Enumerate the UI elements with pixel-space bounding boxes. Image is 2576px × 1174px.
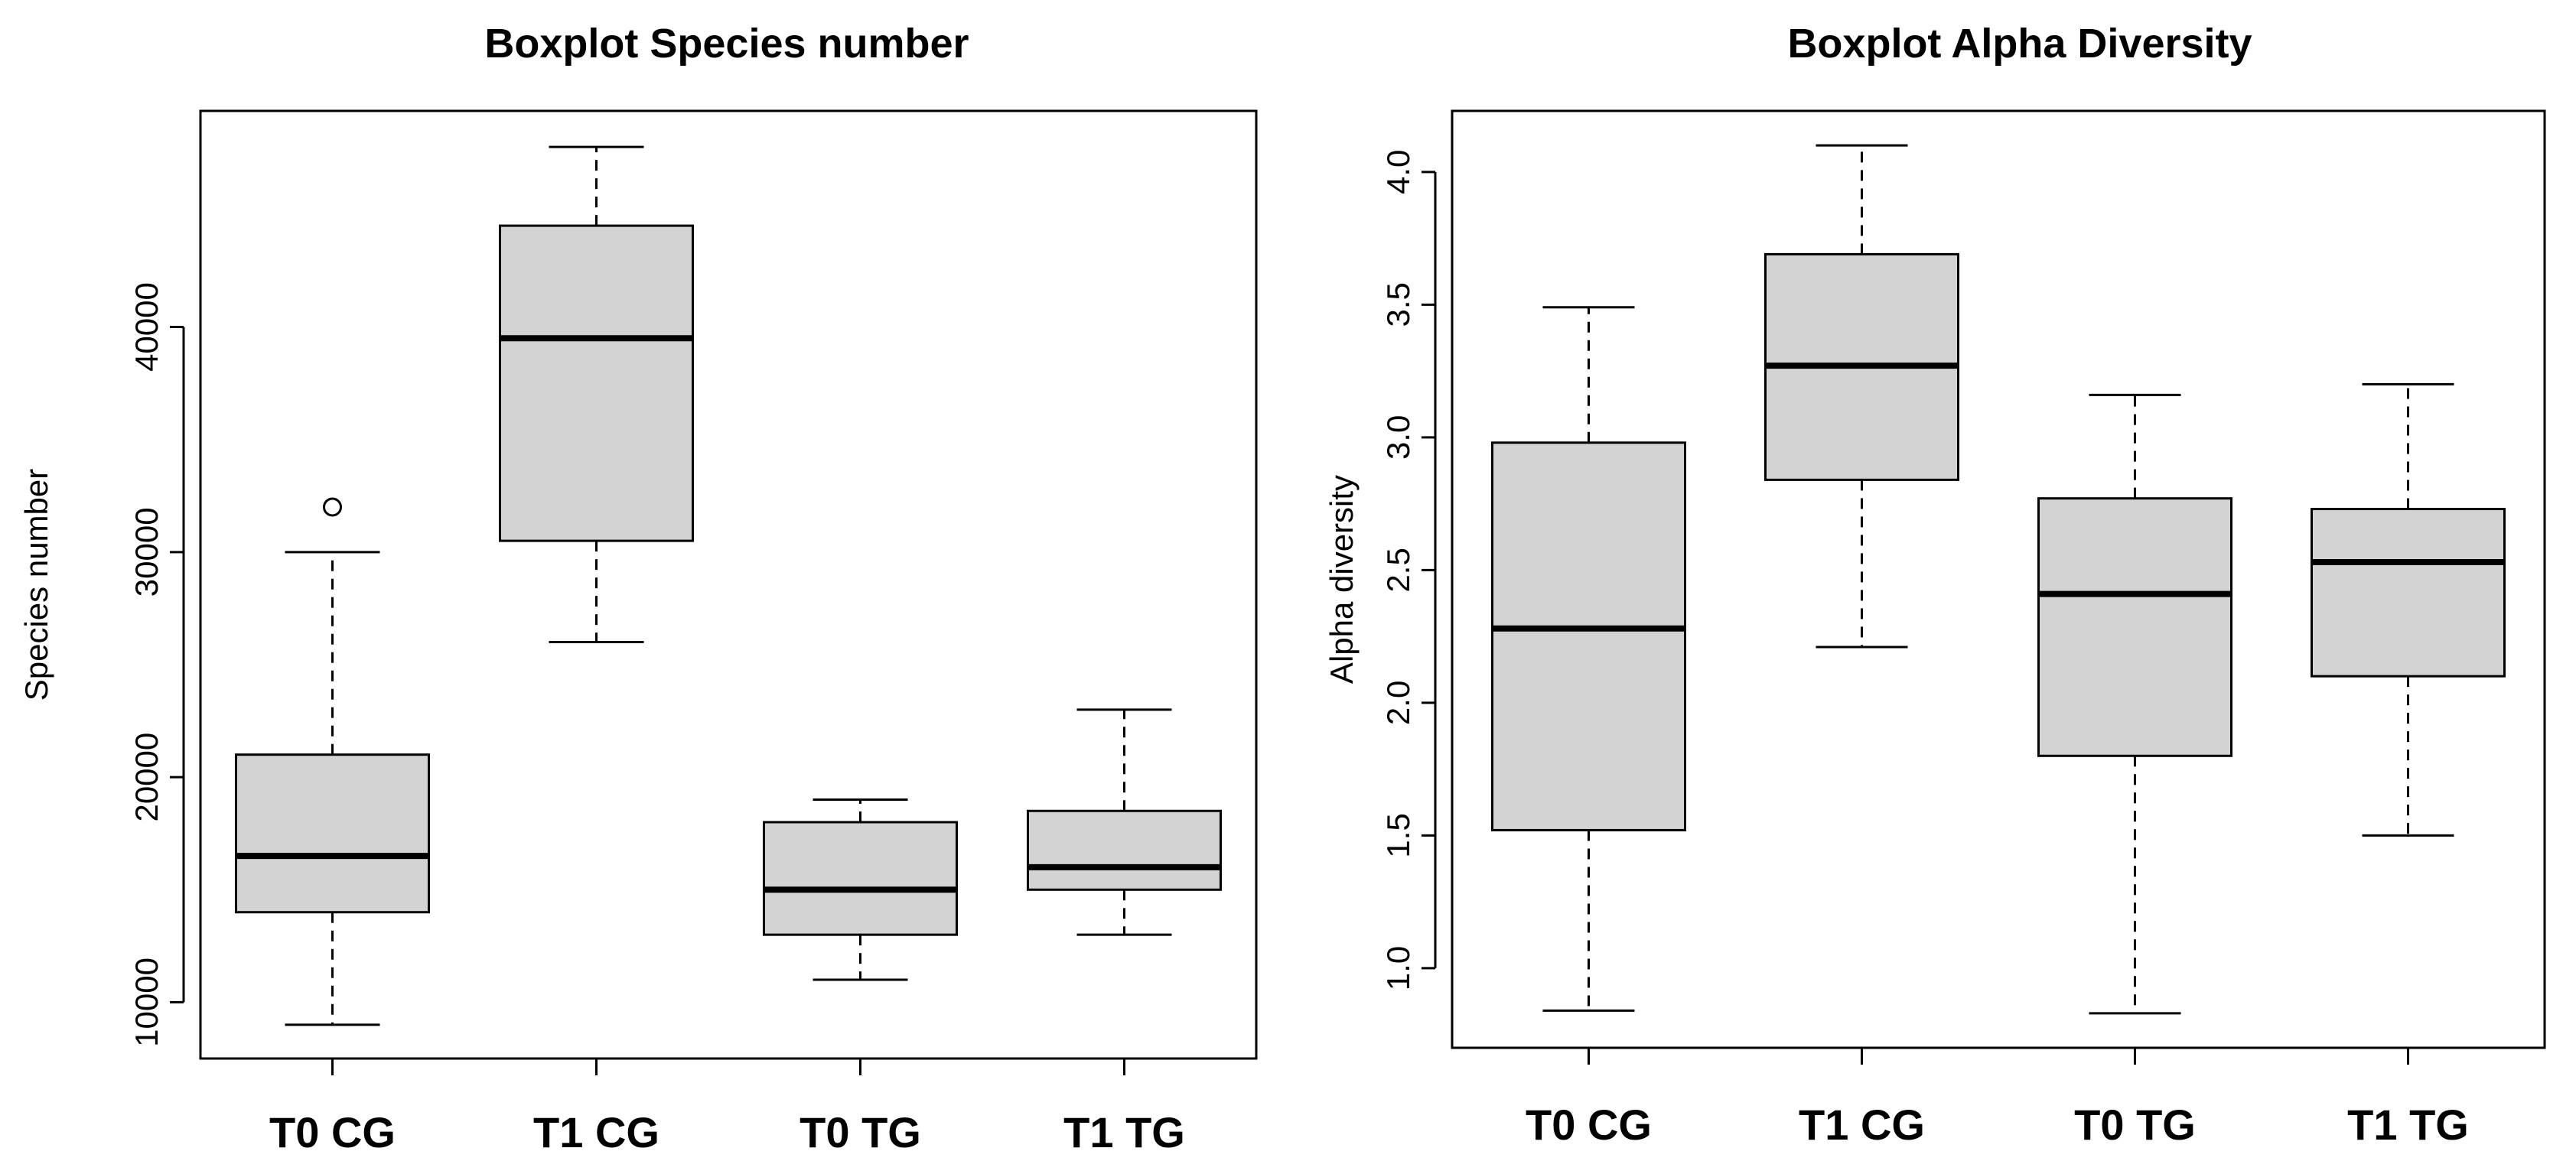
box-iqr: [2037, 497, 2232, 757]
y-tick-label: 1.0: [1380, 946, 1416, 990]
y-tick-label: 4.0: [1380, 150, 1416, 194]
boxplot-t0-cg: [1491, 306, 1686, 1012]
outlier-point: [323, 497, 342, 517]
boxplot-t0-tg: [763, 798, 958, 981]
y-tick-label: 1.5: [1380, 813, 1416, 857]
y-tick-label: 2.0: [1380, 681, 1416, 725]
box-iqr: [2311, 508, 2506, 678]
x-tick-label: T1 TG: [2347, 1101, 2469, 1149]
y-axis-label: Alpha diversity: [1324, 475, 1360, 684]
y-axis-label: Species number: [18, 469, 54, 701]
plot-frame: [1451, 109, 2546, 1049]
boxplot-t0-cg: [235, 497, 430, 1026]
boxplot-t1-tg: [1027, 708, 1222, 936]
box-iqr: [235, 753, 430, 914]
x-tick-label: T1 CG: [1799, 1101, 1925, 1149]
x-tick-label: T1 CG: [533, 1108, 659, 1156]
box-iqr: [763, 821, 958, 936]
alpha-diversity-panel: Boxplot Alpha Diversity Alpha diversity 1.…: [1324, 21, 2546, 1149]
x-tick-label: T0 CG: [1526, 1101, 1652, 1149]
chart-title: Boxplot Alpha Diversity: [1787, 21, 2252, 67]
y-tick-label: 20000: [129, 733, 164, 822]
y-tick-label: 30000: [129, 507, 164, 597]
y-tick-label: 10000: [129, 958, 164, 1047]
x-tick-label: T0 TG: [2074, 1101, 2196, 1149]
boxplot-t1-tg: [2311, 382, 2506, 837]
boxplot-t0-tg: [2037, 393, 2232, 1015]
box-iqr: [499, 224, 694, 542]
y-tick-label: 3.5: [1380, 282, 1416, 327]
chart-title: Boxplot Species number: [484, 21, 969, 67]
box-iqr: [1491, 441, 1686, 831]
y-tick-label: 3.0: [1380, 415, 1416, 460]
y-tick-label: 2.5: [1380, 548, 1416, 592]
x-tick-label: T0 CG: [269, 1108, 396, 1156]
box-iqr: [1027, 809, 1222, 891]
y-tick-label: 40000: [129, 282, 164, 372]
x-tick-label: T0 TG: [800, 1108, 921, 1156]
boxplot-t1-cg: [1764, 144, 1959, 649]
boxplot-t1-cg: [499, 145, 694, 644]
plot-frame: [199, 109, 1258, 1060]
species-number-panel: Boxplot Species number Species number 1000…: [18, 21, 1258, 1156]
x-tick-label: T1 TG: [1063, 1108, 1185, 1156]
